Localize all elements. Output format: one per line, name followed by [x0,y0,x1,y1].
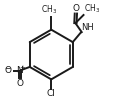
Text: −: − [4,64,10,73]
Text: O: O [4,66,11,75]
Text: N: N [16,66,23,75]
Text: CH$_3$: CH$_3$ [41,4,57,16]
Text: CH$_3$: CH$_3$ [84,2,100,15]
Text: O: O [16,79,23,88]
Text: +: + [19,65,25,71]
Text: O: O [72,4,79,13]
Text: Cl: Cl [47,89,56,98]
Text: NH: NH [81,23,94,32]
